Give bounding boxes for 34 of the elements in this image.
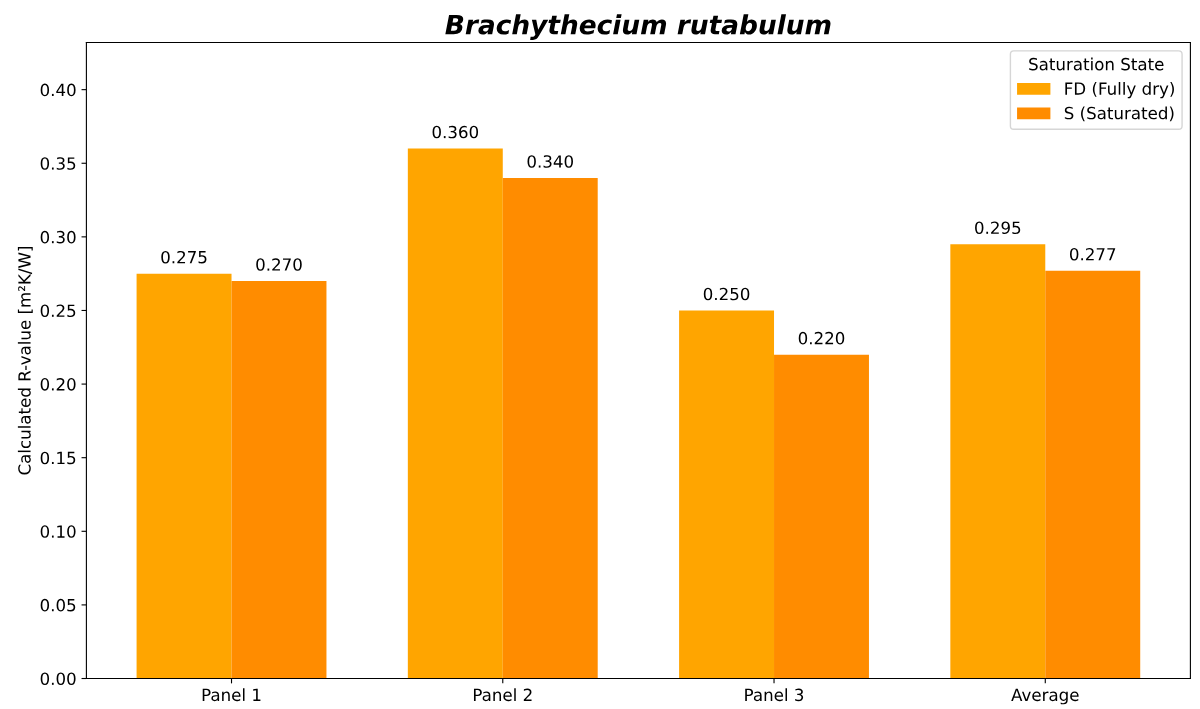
y-tick-label: 0.40 — [40, 83, 76, 97]
bar — [407, 148, 503, 679]
y-tick-label: 0.15 — [40, 451, 76, 465]
legend-label: FD (Fully dry) — [1065, 82, 1174, 99]
x-tick-label: Average — [1011, 688, 1079, 705]
y-axis-title: Calculated R-value [m²K/W] — [17, 246, 33, 475]
bar — [136, 273, 232, 679]
y-tick-label: 0.20 — [40, 378, 76, 391]
y-tick-label: 0.35 — [40, 157, 76, 170]
data-label: 0.250 — [703, 287, 750, 301]
bar — [231, 281, 327, 679]
bar — [679, 310, 775, 679]
y-tick-label: 0.00 — [40, 672, 76, 686]
y-tick-label: 0.25 — [40, 304, 76, 318]
chart-title: Brachythecium rutabulum — [445, 14, 831, 40]
x-tick-label: Panel 3 — [745, 688, 804, 702]
data-label: 0.277 — [1069, 247, 1116, 261]
y-tick-label: 0.10 — [40, 525, 76, 538]
bar — [774, 354, 869, 679]
x-tick-label: Panel 2 — [473, 688, 532, 702]
data-label: 0.295 — [975, 221, 1021, 235]
bar — [1045, 270, 1141, 679]
data-label: 0.270 — [256, 258, 302, 271]
x-tick-label: Panel 1 — [202, 688, 261, 702]
bar — [950, 244, 1046, 679]
y-tick-label: 0.05 — [40, 598, 76, 612]
data-label: 0.360 — [432, 125, 479, 139]
legend-title: Saturation State — [1029, 57, 1164, 71]
bar — [502, 177, 598, 679]
data-label: 0.275 — [161, 250, 207, 264]
data-label: 0.220 — [798, 331, 845, 345]
y-tick-label: 0.30 — [40, 230, 76, 244]
data-label: 0.340 — [527, 155, 573, 168]
legend-label: S (Saturated) — [1064, 106, 1174, 122]
